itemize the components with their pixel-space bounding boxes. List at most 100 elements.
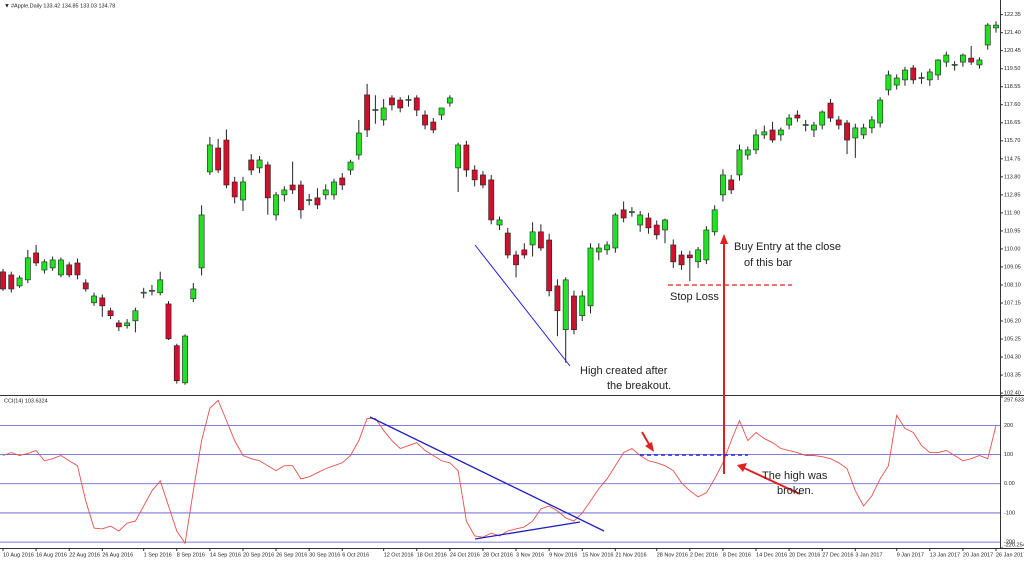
candle-body (744, 149, 751, 156)
candle-body (827, 102, 834, 119)
candle-body (645, 217, 652, 229)
candle-body (422, 114, 428, 126)
indicator-line (2, 399, 997, 545)
candle-body (703, 229, 710, 261)
x-tick-label: 1 Sep 2016 (144, 552, 172, 558)
annotation: High created after (580, 365, 668, 377)
candle-body (140, 291, 147, 294)
x-tick-label: 30 Sep 2016 (309, 552, 340, 558)
y-tick-label: 118.55 (1004, 84, 1020, 90)
annotation: Buy Entry at the close (734, 241, 841, 253)
indicator-panel: 297.6330 200 100 0.00 -100 -200-220.2541 10 Au… (0, 396, 1024, 558)
y-tick-label: 100 (1004, 452, 1013, 458)
arrow (743, 467, 801, 495)
candle-body (579, 295, 586, 317)
candle-body (182, 335, 188, 384)
candle-body (281, 189, 288, 196)
y-tick-label: 104.30 (1004, 355, 1021, 361)
y-tick-label: 117.60 (1004, 102, 1020, 108)
candle-body (198, 214, 205, 269)
candle-body (132, 310, 139, 322)
y-tick-label: -200 (1004, 540, 1015, 546)
candle-body (16, 277, 23, 287)
y-tick-label: 119.50 (1004, 66, 1020, 72)
candle-body (355, 132, 362, 156)
x-tick-label: 8 Dec 2016 (723, 552, 751, 558)
candle-body (662, 219, 668, 231)
x-tick-label: 28 Oct 2016 (483, 552, 513, 558)
candle-body (488, 179, 495, 221)
candle-body (33, 252, 39, 264)
annotation: the breakout. (607, 380, 671, 392)
y-tick-label: 110.00 (1004, 246, 1020, 252)
y-tick-label: 122.35 (1004, 12, 1021, 18)
candle-body (389, 97, 395, 106)
x-tick-label: 15 Nov 2016 (582, 552, 613, 558)
y-tick-label: 103.35 (1004, 373, 1021, 379)
candle-body (993, 24, 999, 29)
candle-body (910, 67, 917, 81)
x-tick-label: 10 Aug 2016 (3, 552, 34, 558)
candle-body (248, 159, 255, 171)
candle-body (670, 244, 677, 263)
candle-body (91, 295, 97, 304)
y-tick-label: 297.6330 (1004, 397, 1024, 403)
candle-body (397, 99, 404, 109)
trend-line (474, 521, 581, 540)
candle-body (728, 179, 735, 191)
x-tick-label: 14 Sep 2016 (210, 552, 241, 558)
y-tick-label: -220.2541 (1004, 542, 1024, 548)
x-tick-label: 24 Oct 2016 (450, 552, 480, 558)
candle-body (860, 127, 867, 136)
y-tick-label: 106.20 (1004, 318, 1021, 324)
arrow (641, 431, 651, 447)
x-tick-label: 8 Sep 2016 (177, 552, 205, 558)
candle-body (628, 211, 635, 213)
annotation: broken. (777, 485, 814, 497)
candle-body (314, 197, 321, 206)
x-tick-label: 13 Jan 2017 (930, 552, 960, 558)
candle-body (711, 209, 718, 233)
menu-arrow[interactable]: ▼ (4, 4, 10, 10)
candle-body (215, 147, 222, 171)
candle-body (372, 109, 379, 111)
candle-body (736, 149, 743, 176)
arrow-head (737, 463, 747, 472)
candle-body (761, 131, 768, 136)
candle-body (695, 249, 701, 263)
candle-body (546, 239, 553, 292)
candle-body (273, 194, 279, 216)
candle-body (877, 99, 884, 124)
candle-body (66, 264, 73, 276)
x-tick-label: 18 Oct 2016 (417, 552, 447, 558)
candle-body (529, 231, 536, 246)
x-tick-label: 2 Dec 2016 (690, 552, 718, 558)
candle-body (968, 57, 975, 63)
candle-body (935, 59, 941, 76)
candle-body (819, 111, 826, 126)
candle-body (223, 139, 230, 186)
candle-body (612, 214, 619, 249)
x-tick-label: 26 Sep 2016 (276, 552, 307, 558)
candle-body (107, 310, 114, 317)
candle-body (413, 97, 420, 111)
candle-body (984, 24, 991, 46)
y-tick-label: 105.25 (1004, 336, 1021, 342)
candle-body (720, 174, 726, 196)
annotation: of this bar (744, 257, 793, 269)
arrow-head (645, 442, 654, 452)
x-tick-label: 3 Nov 2016 (516, 552, 544, 558)
candle-body (82, 282, 89, 290)
candle-body (811, 124, 817, 131)
candle-body (49, 259, 56, 269)
candle-body (115, 322, 122, 328)
candle-body (885, 74, 892, 91)
price-panel: 122.35 121.40 120.45 119.50 118.55 117.60 116.… (0, 12, 1021, 397)
y-tick-label: 115.70 (1004, 138, 1020, 144)
candle-body (0, 271, 6, 290)
y-tick-label: 120.45 (1004, 48, 1021, 54)
candle-body (74, 262, 81, 276)
candle-body (504, 232, 511, 256)
candle-body (157, 279, 164, 294)
